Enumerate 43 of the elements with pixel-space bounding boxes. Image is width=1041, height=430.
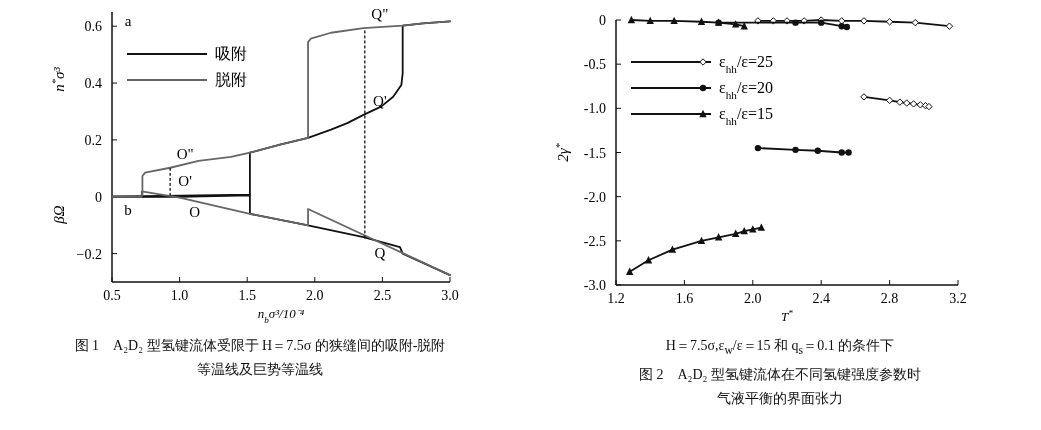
- y-tick-label: -1.0: [583, 101, 606, 117]
- annotation: O": [176, 145, 194, 162]
- x-tick-label: 3.2: [949, 291, 967, 306]
- annotation: O: [189, 203, 201, 220]
- y-tick-label: -2.0: [583, 189, 606, 205]
- x-tick-label: 2.4: [812, 291, 830, 306]
- x-tick-label: 2.0: [306, 288, 324, 303]
- annotation: b: [124, 201, 132, 218]
- legend-label: 吸附: [215, 45, 247, 62]
- y-tick-label: -1.5: [583, 145, 606, 161]
- x-tick-label: 1.6: [675, 291, 694, 306]
- annotation: O': [178, 173, 193, 190]
- annotation: Q: [374, 244, 386, 261]
- x-tick-label: 1.2: [607, 291, 625, 306]
- legend-label: ε$_{hh}$/ε=15: [719, 105, 774, 127]
- x-tick-label: 2.0: [744, 291, 762, 306]
- legend-label: ε$_{hh}$/ε=25: [719, 53, 774, 75]
- x-tick-label: 1.0: [170, 288, 189, 303]
- x-axis-title: T$^{*}$: [781, 308, 794, 324]
- y-tick-label: −0.2: [76, 246, 102, 262]
- y-tick-label: -3.0: [583, 278, 606, 293]
- annotation: Q": [371, 6, 389, 23]
- y-tick-label: 0: [599, 13, 606, 28]
- caption: 图 2 A₂D₂ 型氢键流体在不同氢键强度参数时气液平衡的界面张力: [638, 365, 922, 408]
- legend-label: ε$_{hh}$/ε=20: [719, 79, 774, 101]
- text: H＝7.5σ,ε$_{w}$/ε＝15 和 q$_{s}$＝0.1 的条件下: [664, 337, 896, 359]
- x-tick-label: 2.5: [373, 288, 392, 303]
- annotation: Q': [373, 92, 387, 109]
- y-tick-label: 0.6: [84, 19, 102, 35]
- y-tick-label: 0: [95, 189, 102, 205]
- x-tick-label: 3.0: [441, 288, 459, 303]
- caption: 图 1 A₂D₂ 型氢键流体受限于 H＝7.5σ 的狭缝间的吸附-脱附等温线及巨势等温线: [73, 337, 447, 379]
- legend-label: 脱附: [215, 71, 247, 88]
- y-tick-label: -0.5: [583, 57, 606, 73]
- annotation: a: [124, 13, 132, 29]
- y-tick-label: 0.2: [84, 132, 102, 148]
- x-tick-label: 1.5: [238, 288, 256, 303]
- x-tick-label: 0.5: [103, 288, 121, 303]
- x-tick-label: 2.8: [880, 291, 899, 306]
- y-tick-label: 0.4: [84, 76, 102, 92]
- y-tick-label: -2.5: [583, 233, 606, 249]
- text: βΩ: [51, 205, 67, 224]
- x-axis-title: n$_{b}$σ³/10⁻⁴: [257, 306, 305, 325]
